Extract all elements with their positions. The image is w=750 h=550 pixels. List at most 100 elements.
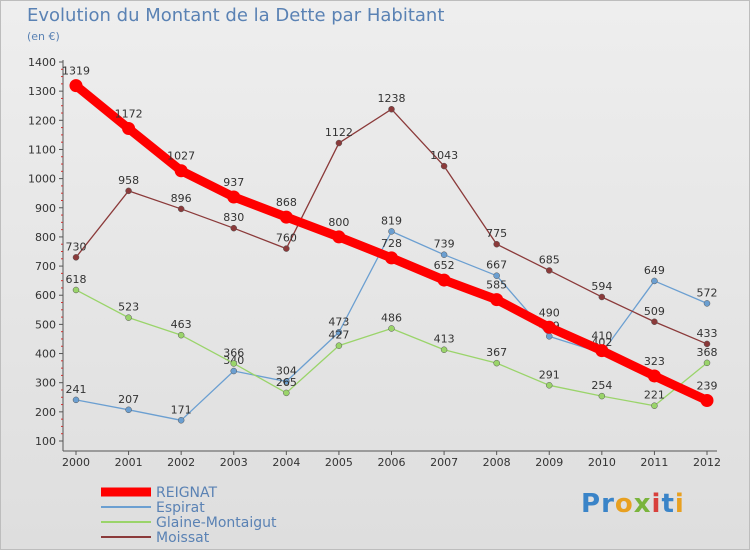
data-point-espirat xyxy=(546,333,553,340)
x-tick-label: 2009 xyxy=(535,456,563,469)
data-label-glaine-montaigut: 427 xyxy=(328,329,349,342)
x-tick-label: 2010 xyxy=(588,456,616,469)
data-point-moissat xyxy=(230,224,237,232)
y-tick-label: 300 xyxy=(35,377,56,390)
data-point-glaine-montaigut xyxy=(598,392,606,400)
data-label-reignat: 410 xyxy=(591,330,612,343)
data-label-moissat: 830 xyxy=(223,211,244,224)
logo-letter: i xyxy=(651,489,662,519)
data-point-espirat xyxy=(703,300,711,307)
legend-label-reignat: REIGNAT xyxy=(156,485,218,501)
data-label-reignat: 652 xyxy=(434,259,455,272)
data-label-espirat: 171 xyxy=(171,403,192,416)
data-label-moissat: 730 xyxy=(66,240,87,253)
data-point-moissat xyxy=(125,187,132,195)
data-label-reignat: 868 xyxy=(276,196,297,209)
data-point-glaine-montaigut xyxy=(651,402,658,409)
y-tick-label: 700 xyxy=(35,260,56,273)
data-point-glaine-montaigut xyxy=(177,331,185,339)
x-tick-label: 2012 xyxy=(693,456,721,469)
data-point-espirat xyxy=(388,228,395,235)
data-label-reignat: 1027 xyxy=(167,150,195,163)
data-point-glaine-montaigut xyxy=(335,342,343,349)
x-tick-label: 2011 xyxy=(640,456,668,469)
x-tick-label: 2004 xyxy=(272,456,300,469)
data-point-moissat xyxy=(651,318,658,326)
data-point-reignat xyxy=(385,251,398,265)
x-tick-label: 2002 xyxy=(167,456,195,469)
data-label-reignat: 1319 xyxy=(62,65,90,78)
data-label-espirat: 207 xyxy=(118,393,139,406)
data-point-reignat xyxy=(437,273,451,287)
data-label-glaine-montaigut: 367 xyxy=(486,346,507,359)
x-tick-label: 2005 xyxy=(325,456,353,469)
data-label-glaine-montaigut: 413 xyxy=(434,333,455,346)
data-point-glaine-montaigut xyxy=(283,389,290,397)
data-point-moissat xyxy=(598,293,606,301)
logo-letter: P xyxy=(581,489,602,519)
data-point-espirat xyxy=(283,378,290,385)
data-label-moissat: 775 xyxy=(486,227,507,240)
y-tick-label: 500 xyxy=(35,318,56,331)
data-label-glaine-montaigut: 463 xyxy=(171,318,192,331)
data-point-glaine-montaigut xyxy=(440,346,448,353)
y-tick-label: 200 xyxy=(35,406,56,419)
y-tick-label: 800 xyxy=(35,231,56,244)
data-label-moissat: 1043 xyxy=(430,149,458,162)
y-tick-label: 600 xyxy=(35,289,56,302)
data-point-espirat xyxy=(651,277,658,285)
data-point-reignat xyxy=(542,320,556,334)
data-point-espirat xyxy=(230,367,237,375)
y-tick-label: 1200 xyxy=(28,114,56,127)
data-label-glaine-montaigut: 366 xyxy=(223,346,244,359)
data-point-reignat xyxy=(595,344,609,358)
x-tick-label: 2001 xyxy=(115,456,143,469)
data-label-moissat: 1238 xyxy=(378,92,406,105)
logo-letter: i xyxy=(674,489,685,519)
data-label-espirat: 473 xyxy=(328,315,349,328)
data-label-moissat: 685 xyxy=(539,253,560,266)
data-label-reignat: 585 xyxy=(486,279,507,292)
data-label-moissat: 509 xyxy=(644,305,665,318)
x-tick-label: 2003 xyxy=(220,456,248,469)
legend-label-espirat: Espirat xyxy=(156,500,205,516)
data-label-moissat: 896 xyxy=(171,192,192,205)
legend-label-moissat: Moissat xyxy=(156,530,210,546)
data-point-moissat xyxy=(440,162,448,170)
data-label-reignat: 937 xyxy=(223,176,244,189)
y-tick-label: 1400 xyxy=(28,56,56,69)
legend-label-glaine-montaigut: Glaine-Montaigut xyxy=(156,515,277,531)
data-point-moissat xyxy=(283,245,290,252)
data-point-moissat xyxy=(388,105,395,113)
logo-letter: r xyxy=(601,489,615,519)
data-label-reignat: 239 xyxy=(697,379,718,392)
y-tick-label: 1100 xyxy=(28,143,56,156)
data-point-espirat xyxy=(177,417,185,424)
data-point-reignat xyxy=(647,369,661,383)
data-label-espirat: 304 xyxy=(276,365,297,378)
data-label-espirat: 649 xyxy=(644,264,665,277)
data-point-moissat xyxy=(493,240,500,248)
chart-subtitle: (en €) xyxy=(27,30,60,43)
data-point-moissat xyxy=(72,254,80,261)
data-point-espirat xyxy=(440,251,448,258)
x-tick-label: 2000 xyxy=(62,456,90,469)
data-label-moissat: 1122 xyxy=(325,126,353,139)
data-label-espirat: 667 xyxy=(486,259,507,272)
y-tick-label: 100 xyxy=(35,435,56,448)
data-point-glaine-montaigut xyxy=(125,314,132,321)
logo-letter: o xyxy=(614,489,634,519)
data-point-reignat xyxy=(69,79,83,93)
x-tick-label: 2006 xyxy=(378,456,406,469)
data-point-moissat xyxy=(703,340,711,348)
data-point-reignat xyxy=(332,230,346,244)
data-point-glaine-montaigut xyxy=(388,325,395,332)
data-point-espirat xyxy=(335,329,343,336)
data-label-glaine-montaigut: 291 xyxy=(539,368,560,381)
data-point-glaine-montaigut xyxy=(546,382,553,389)
y-tick-label: 1000 xyxy=(28,173,56,186)
data-label-moissat: 760 xyxy=(276,232,297,245)
data-label-glaine-montaigut: 618 xyxy=(66,273,87,286)
data-label-reignat: 490 xyxy=(539,306,560,319)
